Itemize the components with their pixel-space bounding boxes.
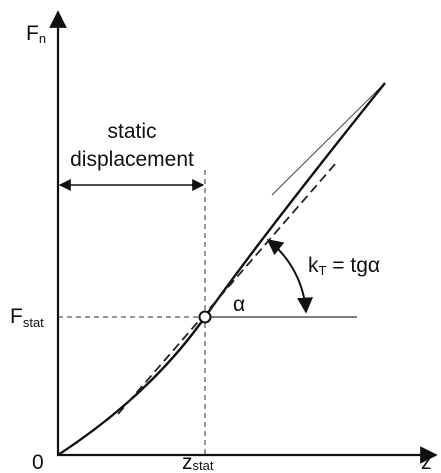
zstat-label: zstat bbox=[182, 451, 214, 473]
z-label: z bbox=[421, 451, 432, 473]
operating-point bbox=[198, 310, 212, 324]
static-label: static bbox=[107, 120, 156, 143]
unload-line bbox=[271, 83, 385, 196]
displacement-label: displacement bbox=[70, 148, 194, 171]
kt-label: kT = tgα bbox=[308, 254, 380, 278]
fn-label: Fn bbox=[26, 22, 46, 46]
alpha-label: α bbox=[233, 293, 245, 316]
fstat-label: Fstat bbox=[10, 305, 44, 330]
origin-label: 0 bbox=[32, 451, 44, 473]
angle-arc bbox=[266, 239, 314, 314]
